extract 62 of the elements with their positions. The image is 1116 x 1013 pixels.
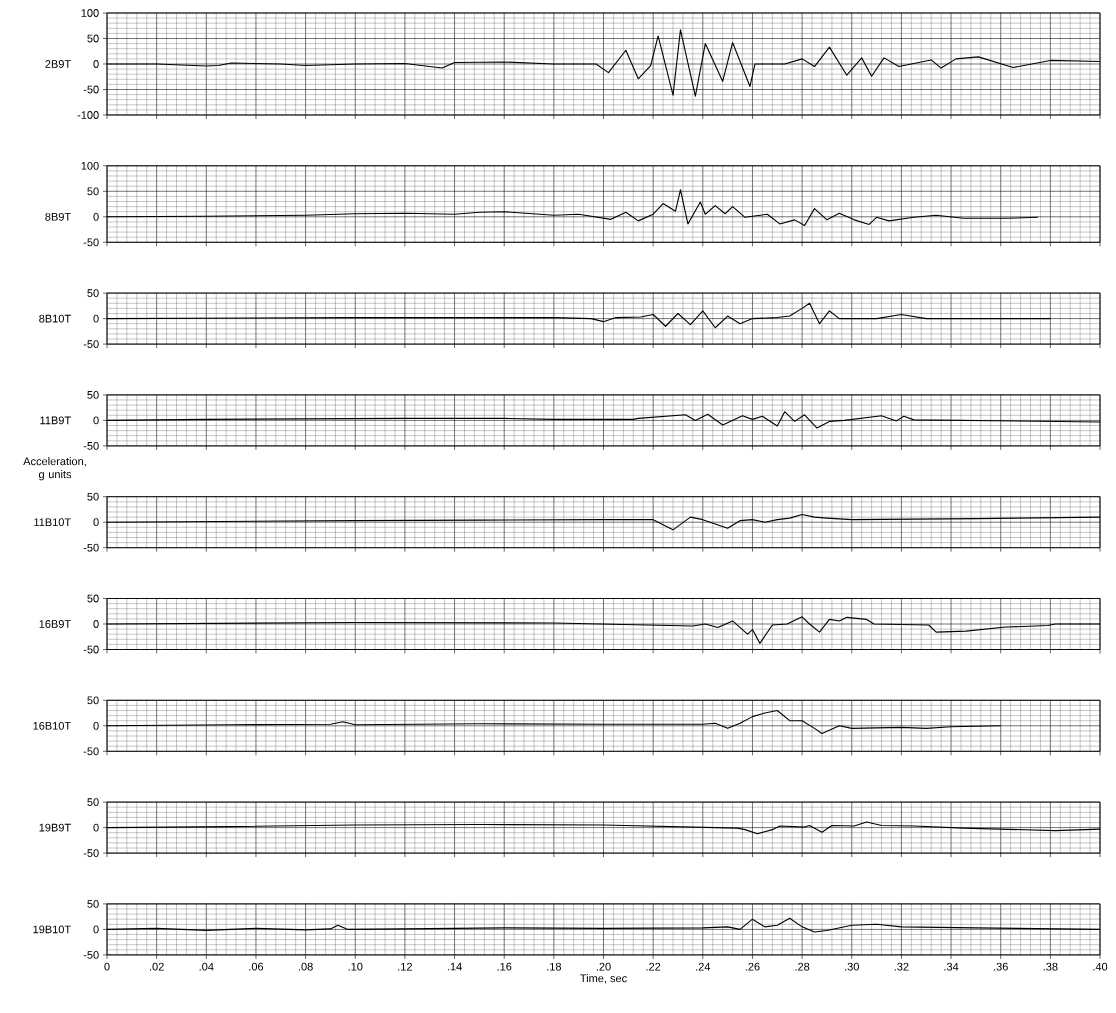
y-tick-label: -50 [83,543,99,552]
y-tick-label: 0 [93,925,99,934]
x-tick-label: .14 [447,962,462,971]
y-axis-title: 16B10T [33,721,71,730]
y-axis-title: 16B9T [39,620,71,628]
y-axis-title: 8B10T [39,314,71,323]
y-tick-label: 0 [93,60,99,68]
x-axis-title: Time, sec [580,974,627,984]
x-tick-label: .20 [596,962,611,971]
x-tick-label: 0 [104,962,110,971]
y-tick-label: 50 [87,492,99,501]
y-tick-label: -50 [83,442,99,450]
y-tick-label: -50 [83,85,99,94]
y-tick-label: 50 [87,798,99,806]
y-tick-label: 0 [93,416,99,425]
y-tick-label: 50 [87,594,99,603]
y-tick-label: -50 [83,951,99,959]
y-tick-label: -100 [77,111,99,119]
y-tick-label: 0 [93,314,99,323]
x-tick-label: .40 [1093,962,1108,971]
y-tick-label: 50 [87,289,99,297]
y-tick-label: 50 [87,187,99,196]
y-tick-label: -50 [83,340,99,348]
y-axis-title: 8B9T [45,212,71,221]
y-tick-label: -50 [83,747,99,756]
y-axis-title: 11B10T [34,518,71,527]
x-tick-label: .02 [150,962,164,971]
x-tick-label: .24 [696,962,711,971]
text: Acceleration, g units [23,457,86,481]
y-tick-label: 0 [93,823,99,832]
y-tick-label: -50 [83,849,99,857]
x-tick-label: .10 [348,962,363,971]
x-tick-label: .36 [994,962,1008,971]
x-tick-label: .28 [795,962,810,971]
y-tick-label: 100 [81,9,99,17]
x-tick-label: .16 [497,962,512,971]
y-tick-label: 0 [93,620,99,628]
x-tick-label: .38 [1043,962,1058,971]
x-tick-label: .06 [249,962,264,971]
y-tick-label: 50 [87,900,99,908]
y-tick-label: -50 [83,238,99,247]
y-tick-label: -50 [83,645,99,654]
y-tick-label: 0 [93,518,99,527]
y-tick-label: 0 [93,212,99,221]
x-tick-label: .34 [944,962,959,971]
x-tick-label: .08 [298,962,313,971]
y-tick-label: 50 [87,34,99,43]
y-axis-title: 11B9T [40,416,71,425]
x-tick-label: .18 [547,962,562,971]
y-axis-title: 19B9T [39,823,71,832]
y-tick-label: 100 [81,161,99,170]
x-tick-label: .22 [646,962,661,971]
x-tick-label: .12 [398,962,412,971]
y-axis-title: 19B10T [33,925,71,934]
y-axis-title: 2B9T [45,60,71,68]
x-tick-label: .30 [845,962,859,971]
y-tick-label: 50 [87,391,99,399]
y-tick-label: 50 [87,696,99,705]
x-tick-label: .26 [745,962,760,971]
x-tick-label: .32 [894,962,909,971]
y-tick-label: 0 [93,721,99,730]
x-tick-label: .04 [199,962,214,971]
